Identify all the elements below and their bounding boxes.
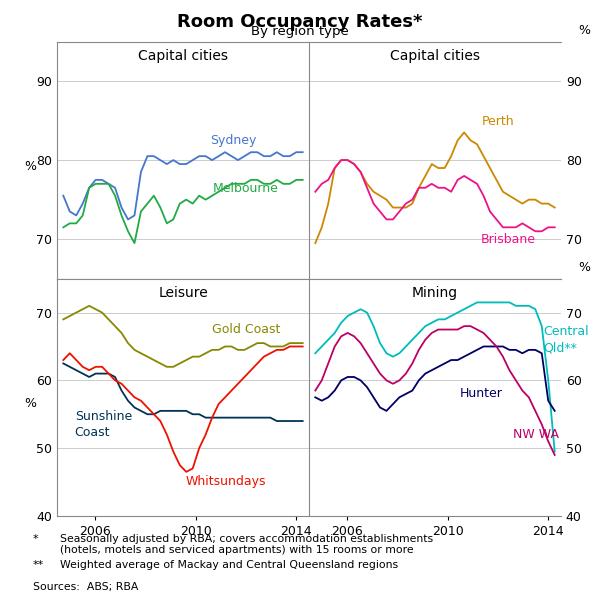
Text: Whitsundays: Whitsundays [185,476,266,489]
Text: Weighted average of Mackay and Central Queensland regions: Weighted average of Mackay and Central Q… [60,560,398,570]
Text: Melbourne: Melbourne [213,181,279,195]
Text: **: ** [33,560,44,570]
Text: Hunter: Hunter [460,387,503,400]
Y-axis label: %: % [25,160,37,173]
Text: Gold Coast: Gold Coast [212,323,280,336]
Text: %: % [578,261,590,274]
Text: Perth: Perth [482,114,514,127]
Text: Sydney: Sydney [210,134,257,147]
Text: %: % [578,24,590,37]
Text: Seasonally adjusted by RBA; covers accommodation establishments
(hotels, motels : Seasonally adjusted by RBA; covers accom… [60,534,433,555]
Text: Room Occupancy Rates*: Room Occupancy Rates* [177,13,423,31]
Text: Leisure: Leisure [158,286,208,300]
Text: Brisbane: Brisbane [481,233,536,246]
Text: Sunshine
Coast: Sunshine Coast [74,410,132,439]
Y-axis label: %: % [25,397,37,410]
Text: Capital cities: Capital cities [390,49,480,63]
Text: Capital cities: Capital cities [138,49,228,63]
Text: *: * [33,534,38,544]
Text: Sources:  ABS; RBA: Sources: ABS; RBA [33,582,139,592]
Text: Central
Qld**: Central Qld** [544,325,589,354]
Text: NW WA: NW WA [513,428,559,441]
Text: By region type: By region type [251,25,349,38]
Text: Mining: Mining [412,286,458,300]
